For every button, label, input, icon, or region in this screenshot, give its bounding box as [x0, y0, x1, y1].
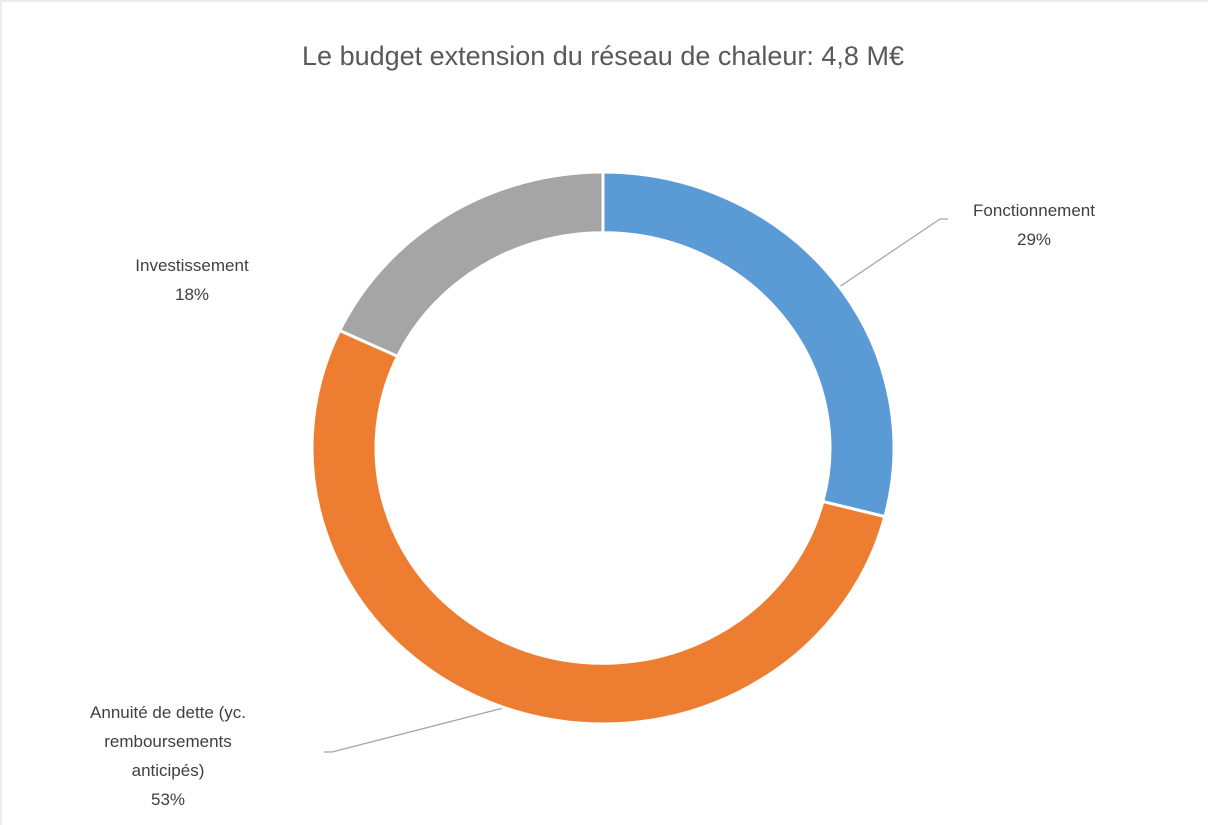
donut-segment: [337, 170, 605, 359]
donut-segment: [310, 328, 887, 726]
data-label-name: Fonctionnement: [973, 201, 1095, 220]
data-label-value: 29%: [1016, 230, 1052, 249]
data-label-name: Annuité de dette (yc. remboursements ant…: [90, 703, 246, 780]
donut-segment: [601, 170, 896, 519]
data-label-value: 18%: [174, 285, 210, 304]
leader-line: [324, 704, 516, 753]
data-label-value: 53%: [150, 790, 186, 809]
data-label-name: Investissement: [135, 256, 249, 275]
chart-title: Le budget extension du réseau de chaleur…: [302, 41, 904, 71]
leader-line: [804, 218, 948, 311]
